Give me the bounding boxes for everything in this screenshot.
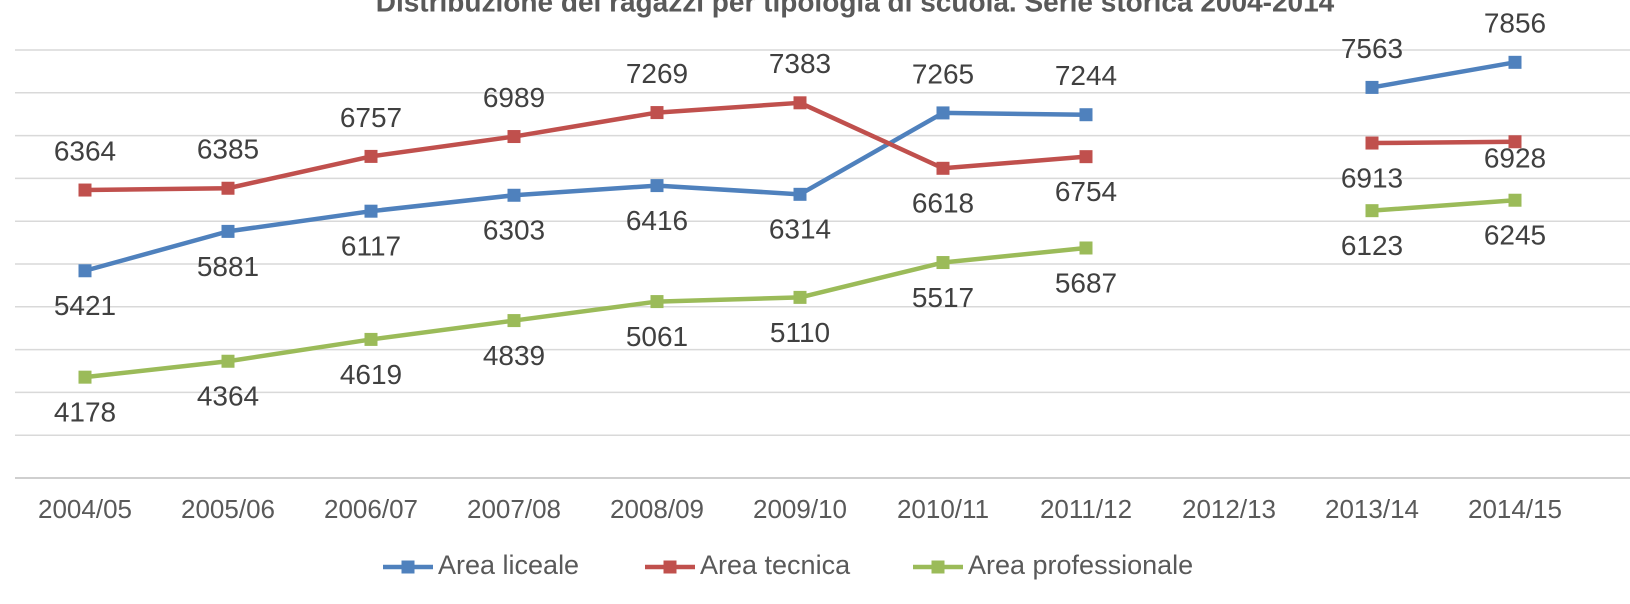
data-label: 5110	[770, 317, 830, 348]
marker	[793, 187, 807, 201]
x-tick-label: 2004/05	[38, 494, 132, 524]
data-label: 6416	[626, 205, 688, 236]
marker	[1508, 55, 1522, 69]
x-tick-label: 2011/12	[1040, 494, 1132, 524]
data-label: 4839	[483, 340, 545, 371]
data-label: 6754	[1055, 176, 1117, 207]
marker	[793, 96, 807, 110]
data-label: 6123	[1341, 230, 1403, 261]
legend-label: Area liceale	[438, 550, 579, 580]
marker	[1079, 150, 1093, 164]
legend-marker	[401, 560, 415, 574]
chart-title: Distribuzione dei ragazzi per tipologia …	[376, 0, 1335, 17]
x-tick-label: 2008/09	[610, 494, 704, 524]
x-tick-label: 2007/08	[467, 494, 561, 524]
series-line	[84, 100, 1516, 193]
data-label: 5687	[1055, 267, 1117, 298]
legend-label: Area tecnica	[700, 550, 851, 580]
marker	[650, 295, 664, 309]
marker	[1079, 241, 1093, 255]
data-label: 5517	[912, 282, 974, 313]
marker	[507, 130, 521, 144]
data-label: 6303	[483, 215, 545, 246]
marker	[364, 204, 378, 218]
x-tick-label: 2005/06	[181, 494, 275, 524]
data-label: 6385	[197, 134, 259, 165]
marker	[221, 354, 235, 368]
data-label: 7563	[1341, 33, 1403, 64]
x-tick-label: 2012/13	[1182, 494, 1276, 524]
marker	[936, 161, 950, 175]
data-label: 7856	[1484, 8, 1546, 39]
data-label: 6364	[54, 135, 116, 166]
data-label: 5421	[54, 290, 116, 321]
data-label: 6314	[769, 214, 831, 245]
data-label: 4364	[197, 381, 259, 412]
data-label: 6757	[340, 102, 402, 133]
data-label: 7244	[1055, 60, 1117, 91]
marker	[650, 179, 664, 193]
data-label: 6989	[483, 82, 545, 113]
marker	[650, 106, 664, 120]
marker	[507, 188, 521, 202]
legend-marker	[931, 560, 945, 574]
x-tick-label: 2006/07	[324, 494, 418, 524]
x-tick-label: 2009/10	[753, 494, 847, 524]
data-label: 6117	[341, 231, 401, 262]
data-label: 7383	[769, 48, 831, 79]
data-label: 7269	[626, 58, 688, 89]
data-label: 4619	[340, 359, 402, 390]
marker	[78, 264, 92, 278]
marker	[221, 181, 235, 195]
marker	[793, 290, 807, 304]
data-label: 7265	[912, 58, 974, 89]
marker	[78, 370, 92, 384]
data-label: 6245	[1484, 220, 1546, 251]
data-label: 6618	[912, 188, 974, 219]
marker	[1365, 136, 1379, 150]
marker	[1365, 204, 1379, 218]
legend-label: Area professionale	[968, 550, 1193, 580]
data-label: 4178	[54, 397, 116, 428]
data-label: 5061	[626, 321, 688, 352]
marker	[936, 256, 950, 270]
data-label: 6913	[1341, 162, 1403, 193]
x-tick-label: 2010/11	[897, 494, 989, 524]
marker	[1365, 80, 1379, 94]
marker	[364, 149, 378, 163]
marker	[1079, 108, 1093, 122]
data-label: 5881	[197, 251, 259, 282]
legend-marker	[663, 560, 677, 574]
marker	[78, 183, 92, 197]
marker	[1508, 135, 1522, 149]
marker	[364, 332, 378, 346]
x-tick-label: 2014/15	[1468, 494, 1562, 524]
series-line	[84, 60, 1516, 273]
marker	[1508, 193, 1522, 207]
data-label: 6928	[1484, 143, 1546, 174]
marker	[221, 224, 235, 238]
marker	[936, 106, 950, 120]
marker	[507, 314, 521, 328]
x-tick-label: 2013/14	[1325, 494, 1419, 524]
series-line	[84, 197, 1516, 380]
